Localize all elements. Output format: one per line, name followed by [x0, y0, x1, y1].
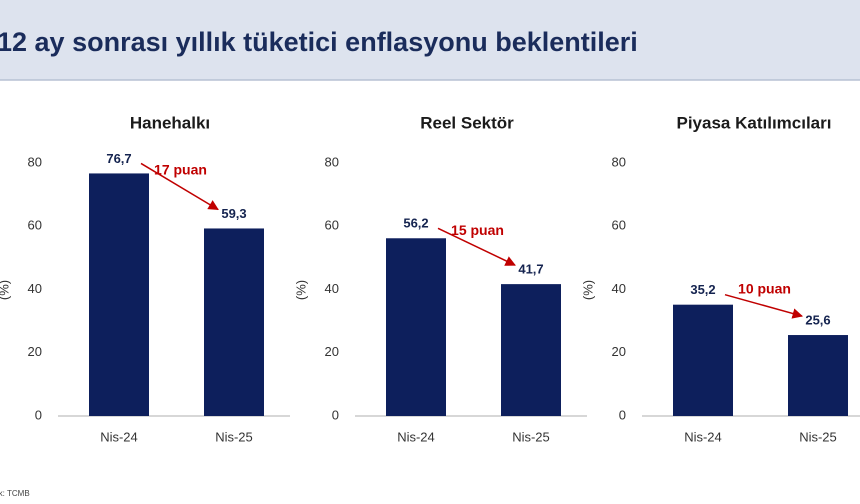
change-annotation: 10 puan — [738, 281, 791, 297]
x-tick-label: Nis-25 — [512, 429, 550, 444]
x-tick-label: Nis-25 — [215, 429, 253, 444]
panel-title: Hanehalkı — [130, 113, 210, 132]
y-tick-label: 40 — [28, 281, 42, 296]
x-tick-label: Nis-24 — [100, 429, 138, 444]
y-tick-label: 20 — [28, 344, 42, 359]
bar — [673, 304, 733, 416]
change-arrow — [437, 227, 516, 266]
y-axis-label: (%) — [580, 280, 595, 300]
y-tick-label: 0 — [619, 407, 626, 422]
y-tick-label: 80 — [28, 154, 42, 169]
y-tick-label: 0 — [35, 407, 42, 422]
change-arrow — [724, 293, 804, 319]
y-tick-label: 20 — [612, 344, 626, 359]
y-tick-label: 0 — [332, 407, 339, 422]
y-tick-label: 60 — [28, 218, 42, 233]
y-axis-label: (%) — [0, 280, 11, 300]
y-tick-label: 40 — [612, 281, 626, 296]
header-band — [0, 0, 860, 80]
value-label: 41,7 — [518, 262, 543, 277]
value-label: 35,2 — [690, 282, 715, 297]
value-label: 25,6 — [805, 312, 830, 327]
y-tick-label: 80 — [325, 154, 339, 169]
y-tick-label: 60 — [612, 218, 626, 233]
y-tick-label: 60 — [325, 218, 339, 233]
bar — [501, 284, 561, 416]
change-annotation: 15 puan — [451, 222, 504, 238]
value-label: 56,2 — [403, 216, 428, 231]
change-arrow — [140, 162, 219, 211]
value-label: 59,3 — [221, 206, 246, 221]
x-tick-label: Nis-25 — [799, 429, 837, 444]
y-axis-label: (%) — [293, 280, 308, 300]
panel-title: Reel Sektör — [420, 113, 514, 132]
y-tick-label: 40 — [325, 281, 339, 296]
change-annotation: 17 puan — [154, 162, 207, 178]
y-tick-label: 20 — [325, 344, 339, 359]
x-tick-label: Nis-24 — [684, 429, 722, 444]
x-tick-label: Nis-24 — [397, 429, 435, 444]
bar — [89, 173, 149, 416]
y-tick-label: 80 — [612, 154, 626, 169]
panel-title: Piyasa Katılımcıları — [677, 113, 832, 132]
bar — [788, 335, 848, 416]
page-title: 12 ay sonrası yıllık tüketici enflasyonu… — [0, 27, 638, 57]
bar — [386, 238, 446, 416]
value-label: 76,7 — [106, 151, 131, 166]
source-note: Kaynak: TCMB — [0, 489, 30, 498]
bar — [204, 228, 264, 416]
